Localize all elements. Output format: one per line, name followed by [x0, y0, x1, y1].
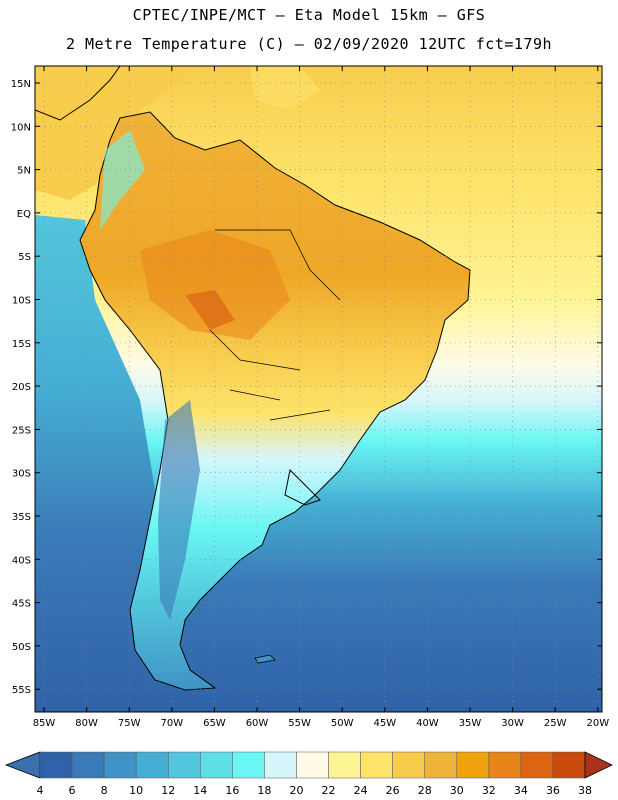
- andes-cold-band: [158, 400, 200, 620]
- colorbar-label: 18: [257, 784, 271, 797]
- pacific-field: [35, 215, 160, 712]
- lon-label: 65W: [203, 718, 226, 729]
- lat-label: 10S: [12, 296, 31, 307]
- colorbar-label: 20: [289, 784, 303, 797]
- lon-label: 70W: [160, 718, 183, 729]
- colorbar-swatch: [103, 751, 137, 779]
- colorbar-swatch: [392, 751, 425, 779]
- colorbar-label: 38: [578, 784, 592, 797]
- colorbar-swatch: [360, 751, 393, 779]
- lat-label: 15N: [11, 79, 31, 90]
- colorbar-label: 8: [101, 784, 108, 797]
- colorbar-swatch: [520, 751, 554, 779]
- lon-label: 50W: [331, 718, 354, 729]
- latitude-labels: 15N 10N 5N EQ 5S 10S 15S 20S 25S 30S 35S 40S 45S 50S 5…: [11, 79, 31, 696]
- country-borders: [209, 229, 341, 421]
- lon-label: 45W: [373, 718, 396, 729]
- colorbar-swatch: [456, 751, 490, 779]
- lon-label: 25W: [544, 718, 567, 729]
- colorbar-swatch: [39, 751, 73, 779]
- colorbar-label: 28: [418, 784, 432, 797]
- colorbar-swatch: [264, 751, 297, 779]
- lat-label: 30S: [12, 469, 31, 480]
- colorbar-swatch: [488, 751, 522, 779]
- colorbar-label: 24: [354, 784, 368, 797]
- colorbar-label: 16: [225, 784, 239, 797]
- lon-label: 85W: [33, 718, 56, 729]
- colorbar-swatch: [167, 751, 201, 779]
- lon-label: 55W: [288, 718, 311, 729]
- colorbar-label: 6: [69, 784, 76, 797]
- map-field: [35, 66, 602, 712]
- lon-label: 75W: [118, 718, 141, 729]
- colorbar-swatch: [328, 751, 361, 779]
- lat-label: 50S: [12, 642, 31, 653]
- lon-label: 20W: [586, 718, 609, 729]
- colorbar-label: 14: [193, 784, 207, 797]
- colorbar-swatch: [232, 751, 265, 779]
- colorbar-swatch: [552, 751, 586, 779]
- caribbean-sea-warm: [250, 66, 320, 110]
- lat-label: 40S: [12, 555, 31, 566]
- colorbar-label: 26: [386, 784, 400, 797]
- colorbar-label: 34: [514, 784, 528, 797]
- lon-label: 80W: [75, 718, 98, 729]
- colorbar-label: 4: [37, 784, 44, 797]
- colorbar-swatch: [296, 751, 329, 779]
- lat-label: 15S: [12, 339, 31, 350]
- lon-label: 30W: [501, 718, 524, 729]
- lat-label: 10N: [11, 122, 31, 133]
- map-gridlines: [35, 66, 602, 712]
- colorbar-label: 12: [161, 784, 175, 797]
- lat-label: 55S: [12, 685, 31, 696]
- lagoon-outline: [284, 468, 321, 506]
- lat-label: 45S: [12, 599, 31, 610]
- colorbar-swatch: [424, 751, 458, 779]
- central-america-coast: [35, 66, 121, 121]
- lat-label: 20S: [12, 382, 31, 393]
- colorbar-label: 10: [129, 784, 143, 797]
- hot-core-amazon: [140, 230, 290, 340]
- lat-label: 5N: [17, 166, 31, 177]
- lat-label: 5S: [18, 252, 31, 263]
- colorbar-swatch: [200, 751, 233, 779]
- chart-title-line1: CPTEC/INPE/MCT – Eta Model 15km – GFS: [132, 6, 486, 24]
- colorbar-swatch: [135, 751, 169, 779]
- colorbar-label: 22: [322, 784, 336, 797]
- lon-label: 35W: [459, 718, 482, 729]
- colorbar-label: 36: [546, 784, 560, 797]
- chart-title-line2: 2 Metre Temperature (C) – 02/09/2020 12U…: [65, 35, 553, 53]
- northern-andes-cold: [100, 130, 145, 230]
- lon-label: 40W: [416, 718, 439, 729]
- colorbar-label: 32: [482, 784, 496, 797]
- lat-label: EQ: [17, 209, 31, 220]
- hot-core-bolivia: [185, 290, 235, 330]
- colorbar-label: 30: [450, 784, 464, 797]
- colorbar-under-arrow: [4, 751, 41, 779]
- lat-label: 35S: [12, 512, 31, 523]
- longitude-labels: 85W 80W 75W 70W 65W 60W 55W 50W 45W 40W 35W 30W 25W 2…: [33, 718, 610, 729]
- lat-label: 25S: [12, 425, 31, 436]
- colorbar-swatch: [71, 751, 105, 779]
- lon-label: 60W: [246, 718, 269, 729]
- map-border: [34, 65, 603, 713]
- colorbar-over-arrow: [584, 751, 613, 779]
